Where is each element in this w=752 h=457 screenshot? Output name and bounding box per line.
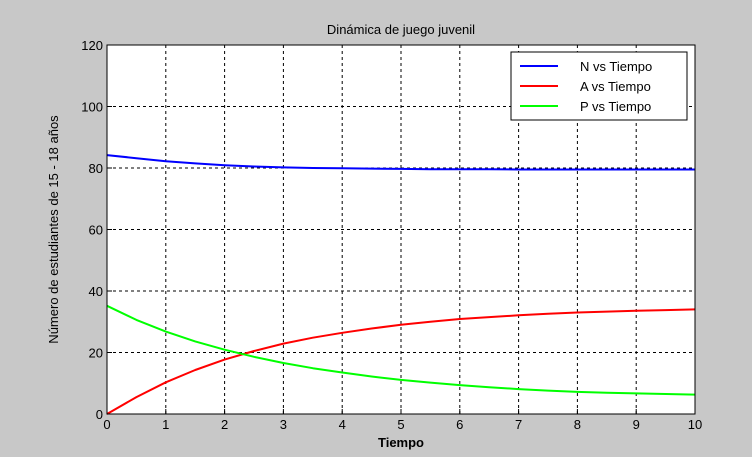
y-axis-label: Número de estudiantes de 15 - 18 años xyxy=(46,115,61,344)
y-tick-label: 120 xyxy=(81,38,103,53)
legend: N vs Tiempo A vs Tiempo P vs Tiempo xyxy=(510,51,688,121)
legend-label-n: N vs Tiempo xyxy=(580,59,652,74)
y-tick-label: 100 xyxy=(81,100,103,115)
x-tick-label: 3 xyxy=(280,417,287,432)
y-tick-label: 80 xyxy=(89,161,103,176)
x-axis-label: Tiempo xyxy=(378,435,424,450)
x-tick-label: 10 xyxy=(688,417,702,432)
x-tick-label: 4 xyxy=(339,417,346,432)
x-tick-label: 0 xyxy=(103,417,110,432)
series-n-line xyxy=(106,154,695,171)
series-a-line xyxy=(106,308,696,415)
legend-label-a: A vs Tiempo xyxy=(580,79,651,94)
y-tick-label: 40 xyxy=(89,284,103,299)
x-tick-label: 1 xyxy=(162,417,169,432)
series-p-line xyxy=(106,304,696,396)
legend-label-p: P vs Tiempo xyxy=(580,99,651,114)
x-tick-label: 8 xyxy=(574,417,581,432)
y-tick-label: 60 xyxy=(89,223,103,238)
x-tick-label: 6 xyxy=(456,417,463,432)
x-tick-label: 5 xyxy=(397,417,404,432)
chart-title: Dinámica de juego juvenil xyxy=(327,22,475,37)
y-tick-label: 20 xyxy=(89,346,103,361)
x-tick-label: 7 xyxy=(515,417,522,432)
x-tick-label: 2 xyxy=(221,417,228,432)
y-tick-label: 0 xyxy=(96,407,103,422)
x-tick-label: 9 xyxy=(633,417,640,432)
series-lines xyxy=(106,154,696,415)
